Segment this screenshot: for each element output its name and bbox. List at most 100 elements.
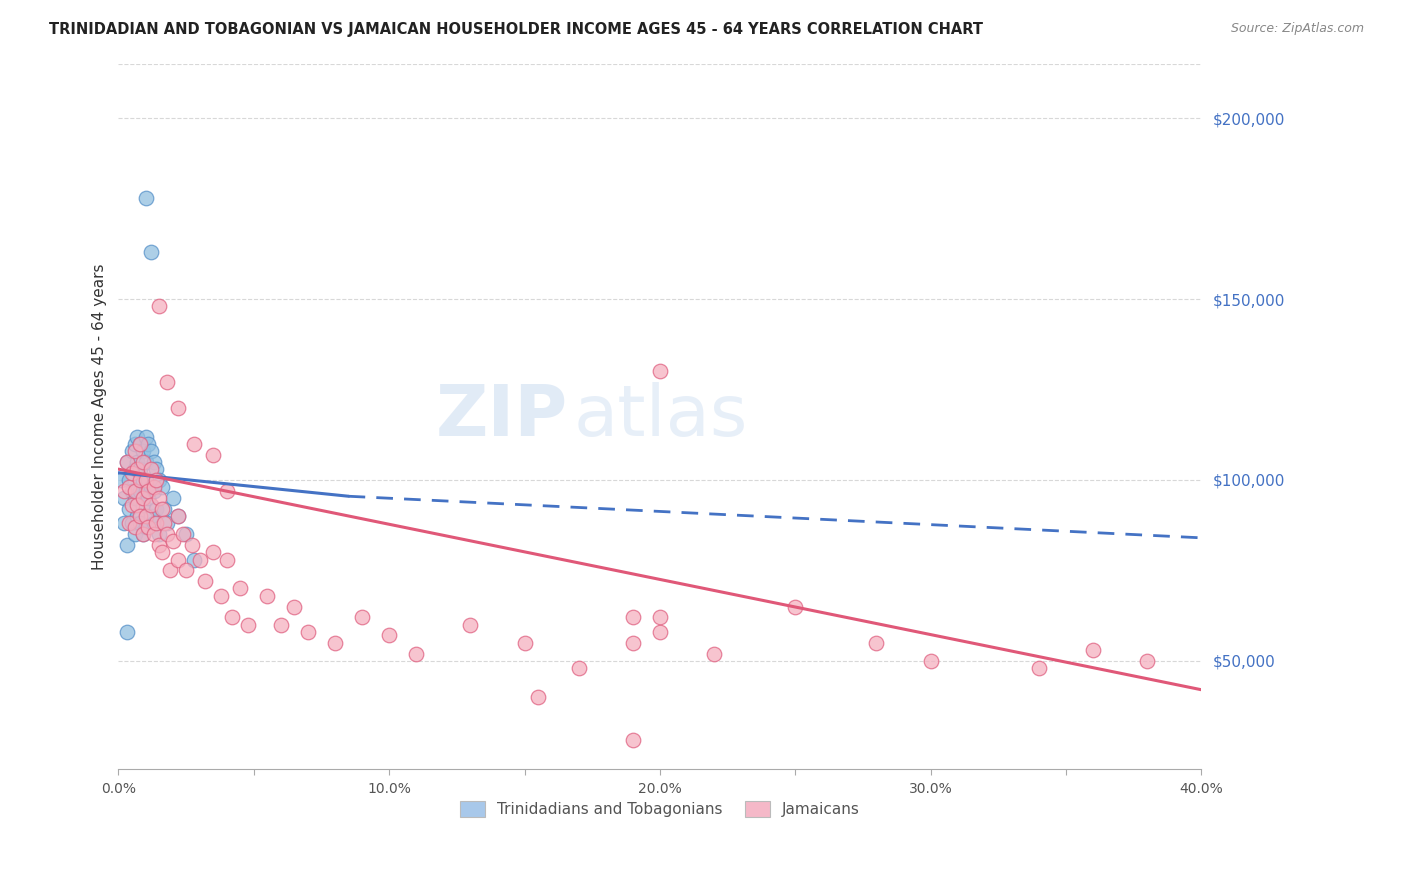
Point	[194, 574, 217, 589]
Point	[162, 491, 184, 505]
Point	[132, 455, 155, 469]
Point	[202, 448, 225, 462]
Point	[129, 437, 152, 451]
Point	[124, 437, 146, 451]
Point	[156, 516, 179, 531]
Point	[238, 617, 260, 632]
Point	[136, 483, 159, 498]
Point	[121, 483, 143, 498]
Point	[118, 480, 141, 494]
Point	[162, 534, 184, 549]
Point	[172, 527, 194, 541]
Point	[323, 636, 346, 650]
Point	[136, 520, 159, 534]
Point	[621, 636, 644, 650]
Point	[139, 480, 162, 494]
Point	[112, 483, 135, 498]
Point	[124, 444, 146, 458]
Point	[145, 502, 167, 516]
Point	[150, 502, 173, 516]
Point	[139, 462, 162, 476]
Point	[129, 437, 152, 451]
Point	[156, 527, 179, 541]
Point	[180, 538, 202, 552]
Point	[378, 628, 401, 642]
Point	[188, 552, 211, 566]
Point	[121, 498, 143, 512]
Point	[134, 191, 156, 205]
Point	[621, 733, 644, 747]
Y-axis label: Householder Income Ages 45 - 64 years: Householder Income Ages 45 - 64 years	[93, 263, 107, 570]
Point	[150, 545, 173, 559]
Point	[139, 498, 162, 512]
Point	[129, 516, 152, 531]
Point	[150, 480, 173, 494]
Point	[139, 444, 162, 458]
Point	[215, 552, 238, 566]
Point	[215, 483, 238, 498]
Point	[124, 491, 146, 505]
Point	[139, 509, 162, 524]
Point	[167, 552, 190, 566]
Point	[127, 462, 149, 476]
Point	[124, 520, 146, 534]
Point	[134, 455, 156, 469]
Point	[202, 545, 225, 559]
Point	[136, 437, 159, 451]
Point	[183, 552, 205, 566]
Point	[129, 509, 152, 524]
Point	[115, 455, 138, 469]
Point	[167, 401, 190, 415]
Text: ZIP: ZIP	[436, 382, 568, 451]
Point	[148, 538, 170, 552]
Point	[134, 483, 156, 498]
Point	[209, 589, 232, 603]
Point	[142, 480, 165, 494]
Point	[460, 617, 482, 632]
Point	[121, 516, 143, 531]
Point	[648, 610, 671, 624]
Point	[129, 462, 152, 476]
Point	[148, 299, 170, 313]
Point	[139, 245, 162, 260]
Point	[297, 624, 319, 639]
Point	[110, 473, 132, 487]
Point	[115, 538, 138, 552]
Point	[118, 516, 141, 531]
Point	[127, 509, 149, 524]
Point	[148, 491, 170, 505]
Point	[142, 516, 165, 531]
Point	[229, 582, 252, 596]
Point	[703, 647, 725, 661]
Point	[124, 462, 146, 476]
Point	[167, 509, 190, 524]
Point	[156, 376, 179, 390]
Point	[167, 509, 190, 524]
Point	[112, 491, 135, 505]
Point	[256, 589, 278, 603]
Point	[159, 563, 181, 577]
Point	[145, 462, 167, 476]
Point	[127, 498, 149, 512]
Point	[283, 599, 305, 614]
Point	[568, 661, 591, 675]
Point	[121, 444, 143, 458]
Point	[352, 610, 374, 624]
Point	[174, 563, 197, 577]
Text: TRINIDADIAN AND TOBAGONIAN VS JAMAICAN HOUSEHOLDER INCOME AGES 45 - 64 YEARS COR: TRINIDADIAN AND TOBAGONIAN VS JAMAICAN H…	[49, 22, 983, 37]
Point	[648, 364, 671, 378]
Point	[920, 654, 942, 668]
Point	[132, 473, 155, 487]
Point	[183, 437, 205, 451]
Point	[136, 473, 159, 487]
Point	[513, 636, 536, 650]
Point	[1028, 661, 1050, 675]
Point	[124, 483, 146, 498]
Point	[621, 610, 644, 624]
Point	[142, 527, 165, 541]
Point	[527, 690, 550, 704]
Point	[134, 473, 156, 487]
Point	[136, 491, 159, 505]
Point	[132, 498, 155, 512]
Point	[124, 527, 146, 541]
